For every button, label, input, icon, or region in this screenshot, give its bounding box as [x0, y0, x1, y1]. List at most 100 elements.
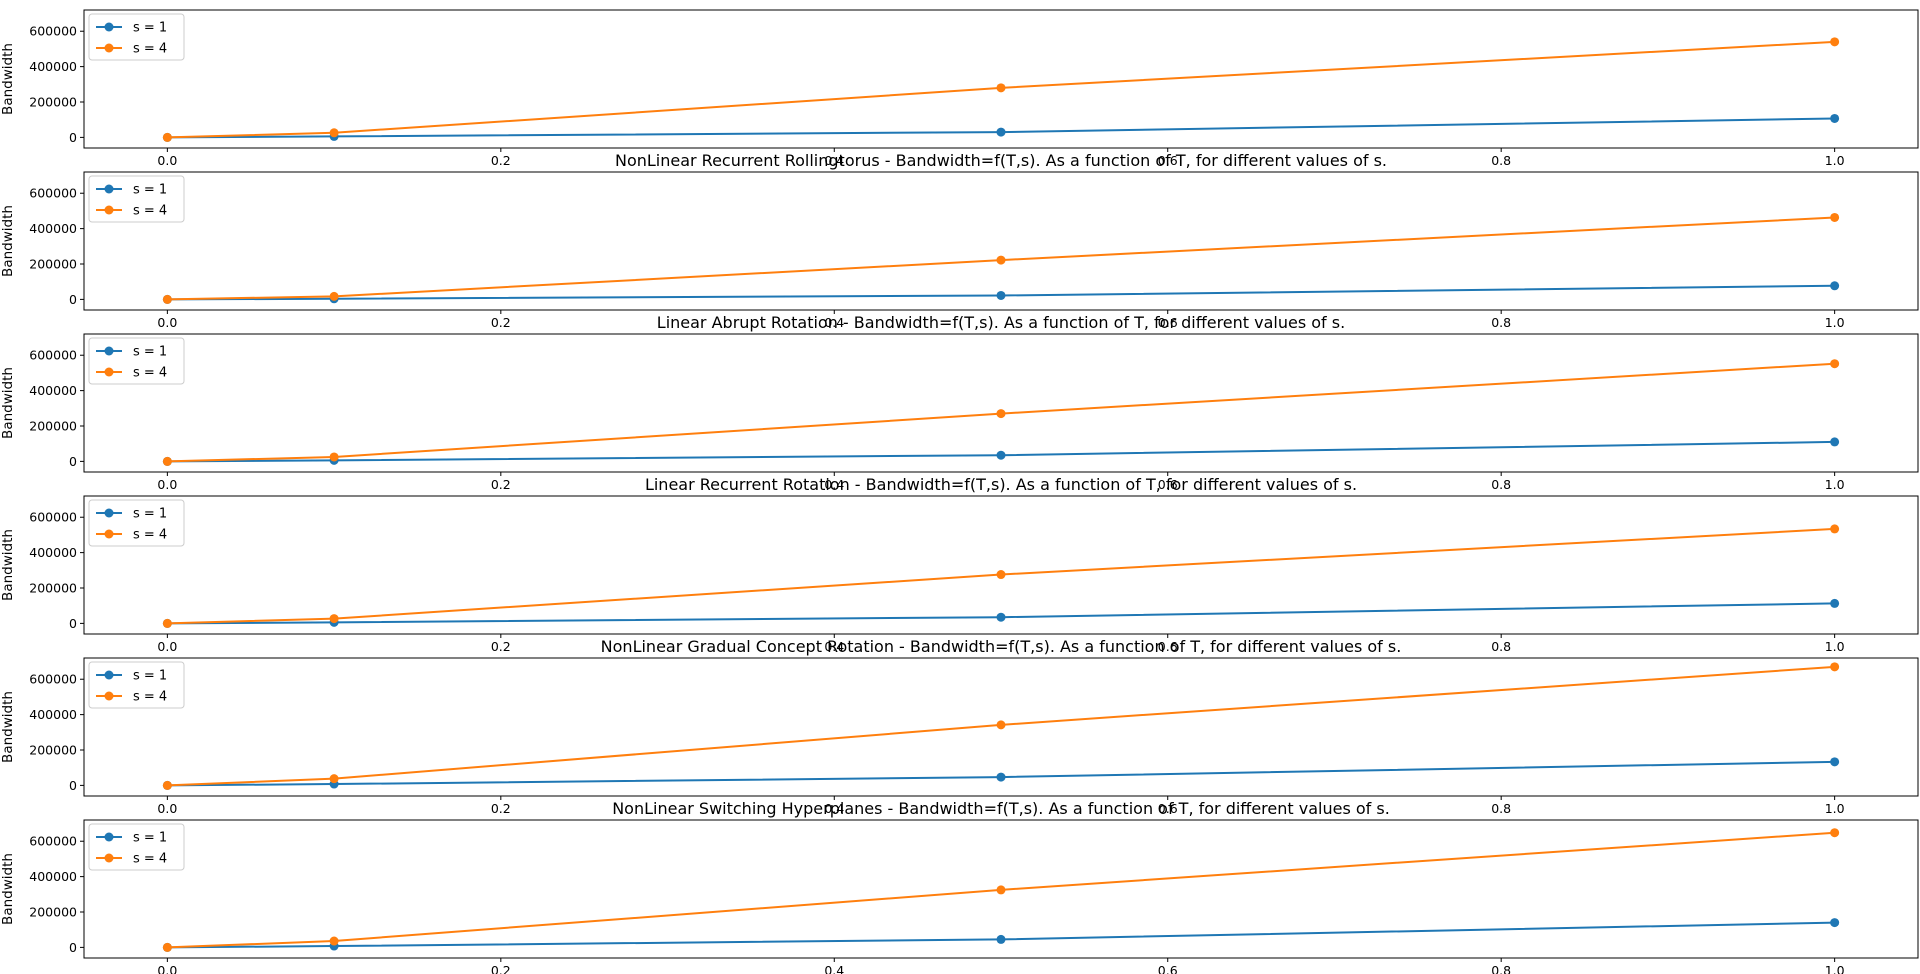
y-axis-label: Bandwidth — [0, 853, 16, 925]
subplot-title: NonLinear Recurrent Rollingtorus - Bandw… — [615, 151, 1387, 170]
data-point — [1830, 212, 1840, 222]
y-tick-label: 600000 — [29, 672, 77, 687]
y-tick-label: 200000 — [29, 95, 77, 110]
y-tick-label: 200000 — [29, 581, 77, 596]
x-tick-label: 0.4 — [824, 153, 844, 168]
axes-frame — [83, 495, 1919, 635]
data-point — [162, 456, 172, 466]
x-tick-label: 0.2 — [491, 639, 511, 654]
x-tick-label: 0.6 — [1158, 639, 1178, 654]
subplot-title: NonLinear Switching Hyperplanes - Bandwi… — [612, 799, 1390, 818]
legend-marker — [104, 184, 114, 194]
x-tick-label: 0.8 — [1491, 963, 1511, 974]
legend-label: s = 1 — [133, 831, 167, 846]
subplot-2: NonLinear Recurrent Rollingtorus - Bandw… — [0, 151, 1919, 330]
legend-label: s = 4 — [133, 204, 167, 219]
data-point — [1830, 828, 1840, 838]
x-tick-label: 0.4 — [824, 315, 844, 330]
x-tick-label: 1.0 — [1825, 315, 1845, 330]
subplot-6: NonLinear Switching Hyperplanes - Bandwi… — [0, 799, 1919, 974]
x-tick-label: 0.4 — [824, 639, 844, 654]
x-tick-label: 0.6 — [1158, 153, 1178, 168]
series-line-2 — [167, 40, 1835, 139]
legend-label: s = 1 — [133, 669, 167, 684]
data-point — [996, 450, 1006, 460]
legend-label: s = 1 — [133, 507, 167, 522]
y-tick-label: 600000 — [29, 510, 77, 525]
data-point — [996, 612, 1006, 622]
legend-marker — [104, 670, 114, 680]
series-line-1 — [167, 117, 1835, 139]
axes-frame — [83, 657, 1919, 797]
data-point — [329, 452, 339, 462]
data-point — [329, 614, 339, 624]
axes-frame — [83, 9, 1919, 149]
data-point — [329, 936, 339, 946]
x-tick-label: 1.0 — [1825, 639, 1845, 654]
x-tick-label: 0.6 — [1158, 315, 1178, 330]
x-tick-label: 0.8 — [1491, 153, 1511, 168]
data-point — [996, 934, 1006, 944]
legend: s = 1 s = 4 — [88, 337, 185, 385]
x-tick-label: 0.4 — [824, 801, 844, 816]
legend-marker — [104, 508, 114, 518]
data-point — [996, 885, 1006, 895]
legend: s = 1 s = 4 — [88, 499, 185, 547]
x-tick-label: 0.0 — [157, 963, 177, 974]
x-tick-label: 0.2 — [491, 153, 511, 168]
y-tick-label: 0 — [69, 292, 77, 307]
data-point — [1830, 437, 1840, 447]
y-tick-label: 0 — [69, 616, 77, 631]
data-point — [162, 942, 172, 952]
subplot-title: NonLinear Gradual Concept Rotation - Ban… — [601, 637, 1402, 656]
y-axis-label: Bandwidth — [0, 205, 16, 277]
legend: s = 1 s = 4 — [88, 661, 185, 709]
x-tick-label: 0.2 — [491, 801, 511, 816]
legend-label: s = 4 — [133, 366, 167, 381]
y-tick-label: 400000 — [29, 545, 77, 560]
y-axis-label: Bandwidth — [0, 43, 16, 115]
subplot-title: Linear Abrupt Rotation - Bandwidth=f(T,s… — [657, 313, 1345, 332]
x-tick-label: 0.0 — [157, 801, 177, 816]
data-point — [1830, 359, 1840, 369]
data-point — [329, 128, 339, 138]
data-point — [1830, 598, 1840, 608]
x-tick-label: 0.8 — [1491, 639, 1511, 654]
series-line-1 — [167, 602, 1835, 625]
legend-marker — [104, 43, 114, 53]
subplot-1: 0.0 0.2 0.4 0.6 0.8 1.0 0 200000 400000 600000 Ban… — [0, 9, 1919, 168]
axes-frame — [83, 171, 1919, 311]
legend-label: s = 4 — [133, 690, 167, 705]
series-line-2 — [167, 831, 1835, 949]
data-point — [1830, 918, 1840, 928]
legend-marker — [104, 367, 114, 377]
x-tick-label: 1.0 — [1825, 801, 1845, 816]
legend-label: s = 4 — [133, 528, 167, 543]
y-tick-label: 400000 — [29, 383, 77, 398]
legend-marker — [104, 691, 114, 701]
x-tick-label: 0.6 — [1158, 963, 1178, 974]
legend: s = 1 s = 4 — [88, 823, 185, 871]
legend-label: s = 1 — [133, 183, 167, 198]
legend-label: s = 1 — [133, 21, 167, 36]
x-tick-label: 0.6 — [1158, 801, 1178, 816]
series-line-2 — [167, 362, 1835, 463]
x-tick-label: 0.6 — [1158, 477, 1178, 492]
x-tick-label: 1.0 — [1825, 477, 1845, 492]
x-tick-label: 0.4 — [824, 963, 844, 974]
subplot-5: NonLinear Gradual Concept Rotation - Ban… — [0, 637, 1919, 816]
data-point — [996, 772, 1006, 782]
x-tick-label: 1.0 — [1825, 153, 1845, 168]
data-point — [329, 774, 339, 784]
subplot-title: Linear Recurrent Rotation - Bandwidth=f(… — [645, 475, 1357, 494]
y-tick-label: 200000 — [29, 419, 77, 434]
legend-marker — [104, 832, 114, 842]
legend-marker — [104, 205, 114, 215]
legend: s = 1 s = 4 — [88, 13, 185, 61]
data-point — [996, 127, 1006, 137]
data-point — [162, 294, 172, 304]
y-tick-label: 200000 — [29, 743, 77, 758]
data-point — [1830, 662, 1840, 672]
data-point — [996, 720, 1006, 730]
